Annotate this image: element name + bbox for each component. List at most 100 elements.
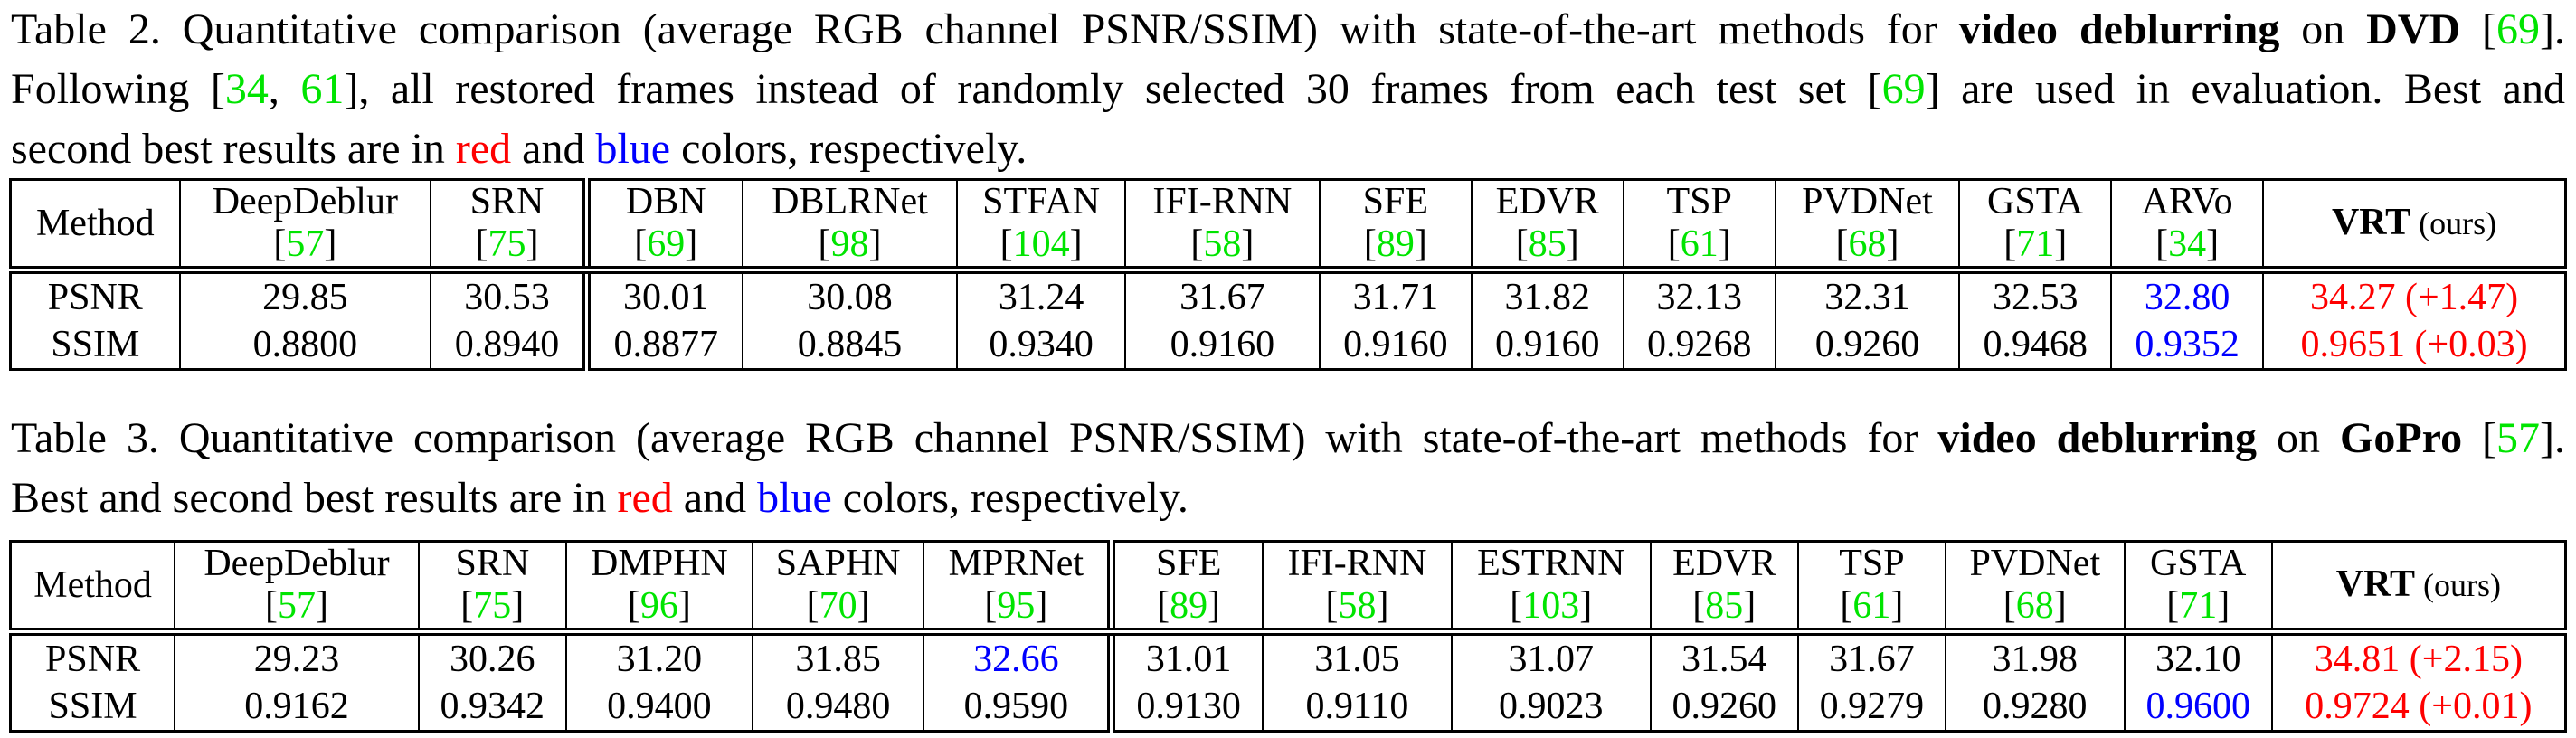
caption-run: and [672,474,758,522]
method-name: ESTRNN [1477,543,1625,584]
citation-ref[interactable]: 69 [2496,5,2541,53]
psnr-value-tsp: 31.67 [1796,631,1946,683]
psnr-value-saphn: 31.85 [751,631,925,683]
citation-ref[interactable]: 104 [1012,223,1070,265]
citation-ref[interactable]: 71 [2016,223,2055,265]
method-name: DeepDeblur [212,181,398,222]
ssim-value-estrnn: 0.9023 [1450,683,1652,732]
ssim-row: SSIM 0.8800 0.8940 0.8877 0.8845 0.9340 0.9160… [9,321,2567,370]
caption-run: GoPro [2339,414,2463,462]
psnr-value-dmphn: 31.20 [564,631,753,683]
ssim-value-edvr: 0.9160 [1470,321,1624,370]
method-name: Method [35,202,155,244]
method-name: PVDNet [1802,181,1933,222]
citation-ref[interactable]: 34 [2168,223,2207,265]
caption-line: Best and second best results are in red … [11,468,2565,528]
bracket: ] [1566,223,1579,265]
citation-ref[interactable]: 103 [1522,585,1580,627]
bracket: [ [1325,585,1339,627]
method-ref: [71] [1969,223,2101,266]
method-name: VRT (ours) [2273,202,2555,245]
bracket: ] [677,585,691,627]
psnr-value-edvr: 31.82 [1470,270,1624,321]
ssim-value-pvdnet: 0.9260 [1774,321,1961,370]
caption-run: [ [2462,414,2497,462]
citation-ref[interactable]: 70 [819,585,857,627]
caption-run: red [455,125,512,173]
ssim-value-deepdeblur: 0.8800 [178,321,432,370]
citation-ref[interactable]: 85 [1528,223,1567,265]
col-header-edvr: EDVR [85] [1649,540,1799,636]
citation-ref[interactable]: 89 [1376,223,1415,265]
psnr-value-stfan: 31.24 [956,270,1126,321]
bracket: [ [1157,585,1170,627]
col-header-ifi-rnn: IFI-RNN [58] [1123,178,1321,274]
psnr-value-srn: 30.26 [417,631,567,683]
bracket: ] [2217,585,2230,627]
bracket: ] [685,223,698,265]
citation-ref[interactable]: 71 [2179,585,2218,627]
method-ref: [95] [933,585,1098,628]
col-header-dblrnet: DBLRNet [98] [741,178,959,274]
ours-suffix: (ours) [2414,567,2501,603]
ssim-value-dbn: 0.8877 [582,321,743,370]
citation-ref[interactable]: 98 [830,223,869,265]
col-header-tsp: TSP [61] [1796,540,1946,636]
method-name: SFE [1362,181,1428,222]
psnr-value-arvo: 32.80 [2110,270,2265,321]
table3-caption: Table 3. Quantitative comparison (averag… [11,409,2565,528]
citation-ref[interactable]: 57 [2496,414,2541,462]
caption-run: [ [2460,5,2497,53]
citation-ref[interactable]: 58 [1338,585,1377,627]
col-header-ifi-rnn: IFI-RNN [58] [1262,540,1453,636]
citation-ref[interactable]: 95 [997,585,1036,627]
citation-ref[interactable]: 61 [300,65,345,113]
method-name: SRN [455,543,530,584]
caption-run: Best and second best results are in [11,474,618,522]
citation-ref[interactable]: 58 [1203,223,1242,265]
citation-ref[interactable]: 75 [488,223,526,265]
method-ref: [58] [1273,585,1442,628]
citation-ref[interactable]: 96 [639,585,678,627]
caption-run: video deblurring [1937,414,2258,462]
bracket: ] [2206,223,2220,265]
citation-ref[interactable]: 69 [647,223,686,265]
citation-ref[interactable]: 68 [2015,585,2054,627]
method-ref: [71] [2135,585,2262,628]
citation-ref[interactable]: 57 [286,223,325,265]
caption-run: and [511,125,596,173]
bracket: ] [1743,585,1757,627]
bracket: [ [475,223,488,265]
bracket: [ [1835,223,1849,265]
caption-run: blue [757,474,832,522]
psnr-row: PSNR 29.23 30.26 31.20 31.85 32.66 31.01 31.05 3… [9,631,2567,683]
citation-ref[interactable]: 69 [1881,65,1926,113]
citation-ref[interactable]: 85 [1705,585,1744,627]
citation-ref[interactable]: 89 [1170,585,1208,627]
caption-run: Table 3. Quantitative comparison (averag… [11,414,1938,462]
citation-ref[interactable]: 68 [1848,223,1887,265]
psnr-value-vrt: 34.81 (+2.15) [2270,631,2567,683]
col-header-dmphn: DMPHN [96] [564,540,753,636]
header-row: Method DeepDeblur [57] SRN [75] DMPHN [96] SAPH… [9,540,2567,636]
bracket: ] [1069,223,1083,265]
bracket: [ [2155,223,2169,265]
citation-ref[interactable]: 61 [1680,223,1719,265]
method-ref: [85] [1661,585,1788,628]
citation-ref[interactable]: 75 [473,585,512,627]
psnr-value-ifi-rnn: 31.05 [1262,631,1453,683]
col-header-vrt: VRT (ours) [2262,178,2567,274]
citation-ref[interactable]: 61 [1852,585,1891,627]
caption-run: ]. [2540,5,2565,53]
citation-ref[interactable]: 57 [277,585,316,627]
citation-ref[interactable]: 34 [224,65,269,113]
col-header-vrt: VRT (ours) [2270,540,2567,636]
method-name: ARVo [2141,181,2233,222]
method-name: GSTA [2150,543,2247,584]
method-name: TSP [1839,543,1905,584]
psnr-value-gsta: 32.10 [2123,631,2273,683]
ssim-value-saphn: 0.9480 [751,683,925,732]
psnr-value-dblrnet: 30.08 [741,270,959,321]
method-ref: [75] [440,223,573,266]
bracket: ] [1376,585,1389,627]
